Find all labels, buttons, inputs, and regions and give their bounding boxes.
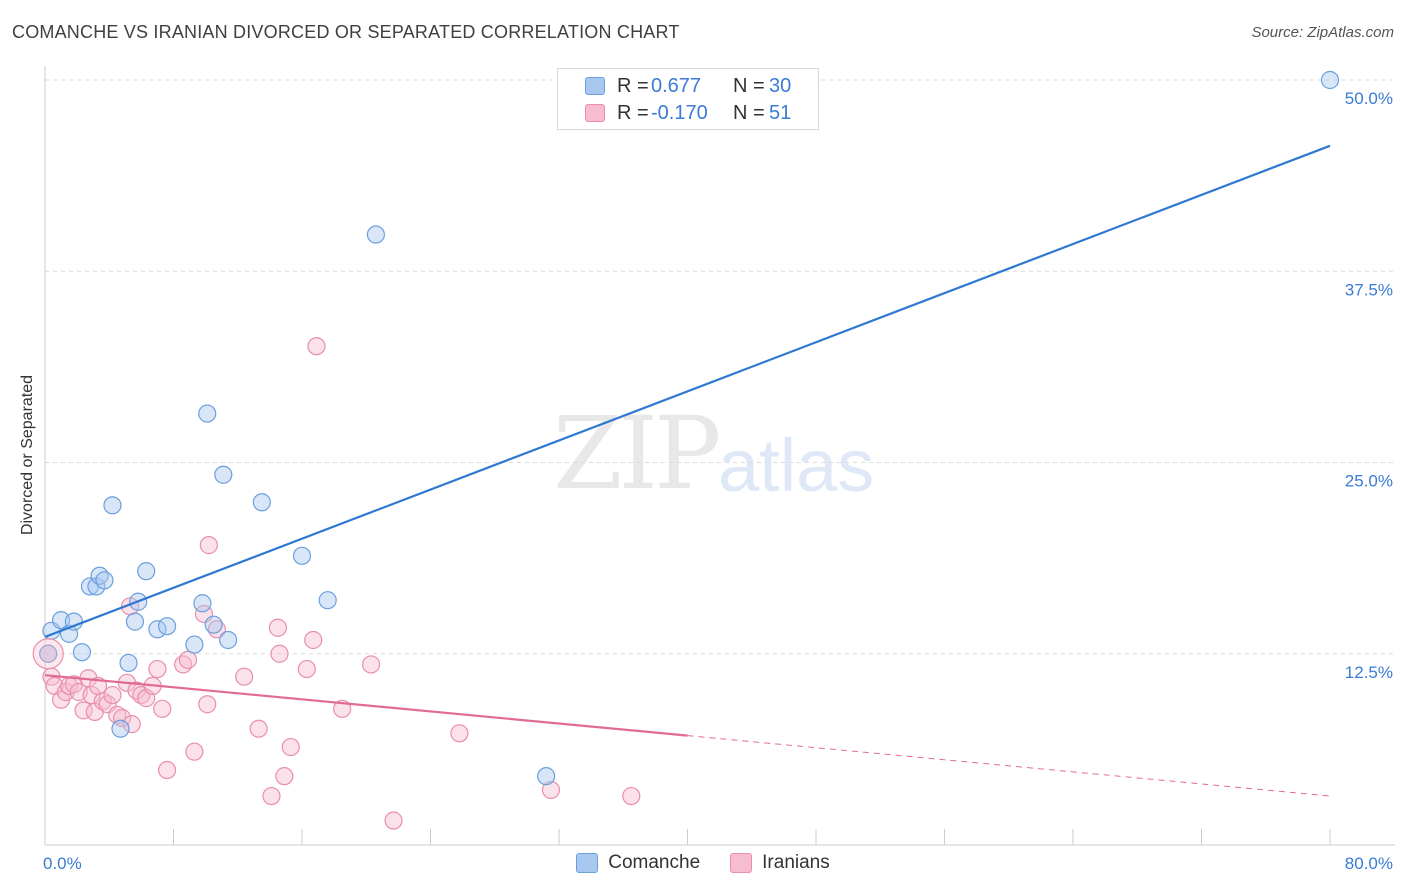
iranian-point (108, 705, 127, 725)
watermark-atlas: atlas (718, 424, 875, 507)
iranian-point (297, 659, 316, 679)
comanche-point (125, 612, 145, 631)
iranian-point (281, 737, 300, 757)
comanche-point (157, 617, 177, 636)
trend-line-dashed-iranians (687, 735, 1331, 797)
comanche-point (219, 630, 238, 650)
iranian-point (198, 695, 217, 714)
legend-item-comanche[interactable]: Comanche (576, 852, 700, 874)
iranian-point (450, 724, 469, 743)
comanche-swatch (585, 77, 605, 95)
comanche-point (1320, 70, 1340, 90)
y-tick-label: 50.0% (1345, 89, 1393, 108)
comanche-point (537, 767, 556, 786)
iranian-point-large (32, 638, 64, 670)
series-legend: Comanche Iranians (0, 852, 1406, 874)
iranian-point (249, 719, 268, 738)
iranian-point (93, 692, 112, 711)
iranian-point (235, 667, 254, 686)
comanche-point (193, 594, 212, 613)
iranian-point (185, 742, 204, 761)
r-value-iranians: -0.170 (651, 101, 708, 124)
comanche-point (366, 225, 385, 244)
comanche-point (137, 562, 156, 581)
comanche-point (39, 644, 58, 663)
iranian-point (199, 536, 218, 555)
chart-title: COMANCHE VS IRANIAN DIVORCED OR SEPARATE… (12, 22, 680, 42)
iranians-legend-swatch (730, 853, 753, 873)
y-tick-label: 12.5% (1345, 663, 1393, 682)
source-label: Source: ZipAtlas.com (1251, 24, 1394, 41)
comanche-point (72, 643, 92, 662)
watermark-zip: ZIP (553, 395, 721, 512)
iranian-point (275, 767, 294, 786)
r-label: R = (617, 74, 649, 97)
iranian-point (178, 650, 198, 669)
comanche-point (214, 465, 233, 484)
comanche-point (318, 591, 337, 610)
iranian-point (148, 659, 167, 679)
iranian-point (270, 644, 289, 663)
legend-row-iranians: R = -0.170 N = 51 (558, 101, 791, 125)
iranian-point (157, 760, 177, 780)
iranian-point (304, 630, 323, 650)
n-value-comanche: 30 (769, 74, 792, 97)
legend-label-comanche: Comanche (608, 852, 701, 873)
correlation-legend: R = 0.677 N = 30 R = -0.170 N = 51 (557, 68, 819, 130)
trend-line-iranians (44, 674, 688, 737)
iranian-point (384, 811, 403, 830)
comanche-point (111, 719, 130, 738)
iranian-point (307, 337, 326, 356)
legend-row-comanche: R = 0.677 N = 30 (558, 74, 791, 98)
legend-label-iranians: Iranians (762, 852, 830, 873)
iranian-point (103, 685, 122, 705)
n-label: N = (733, 74, 765, 97)
comanche-point (292, 546, 312, 565)
n-value-iranians: 51 (769, 101, 792, 124)
iranian-point (622, 786, 641, 806)
iranian-point (268, 618, 288, 637)
comanche-point (103, 496, 122, 515)
comanche-point (198, 404, 217, 423)
iranians-swatch (585, 104, 605, 122)
trend-line-comanche (44, 144, 1331, 638)
iranian-point (153, 699, 172, 718)
x-tick-label: 0.0% (43, 854, 82, 873)
legend-item-iranians[interactable]: Iranians (730, 852, 830, 874)
comanche-point (119, 653, 138, 673)
iranian-point (122, 715, 141, 734)
y-tick-label: 25.0% (1345, 472, 1393, 491)
r-value-comanche: 0.677 (651, 74, 702, 97)
comanche-point (95, 571, 114, 590)
iranian-point (541, 780, 561, 800)
iranian-point (361, 655, 381, 674)
comanche-legend-swatch (576, 853, 599, 873)
comanche-point (204, 615, 223, 634)
n-label: N = (733, 101, 765, 124)
r-label: R = (617, 101, 649, 124)
y-tick-label: 37.5% (1345, 280, 1393, 299)
comanche-point (252, 493, 271, 512)
comanche-point (185, 635, 204, 654)
iranian-point (262, 786, 281, 806)
x-tick-label: 80.0% (1345, 854, 1393, 873)
